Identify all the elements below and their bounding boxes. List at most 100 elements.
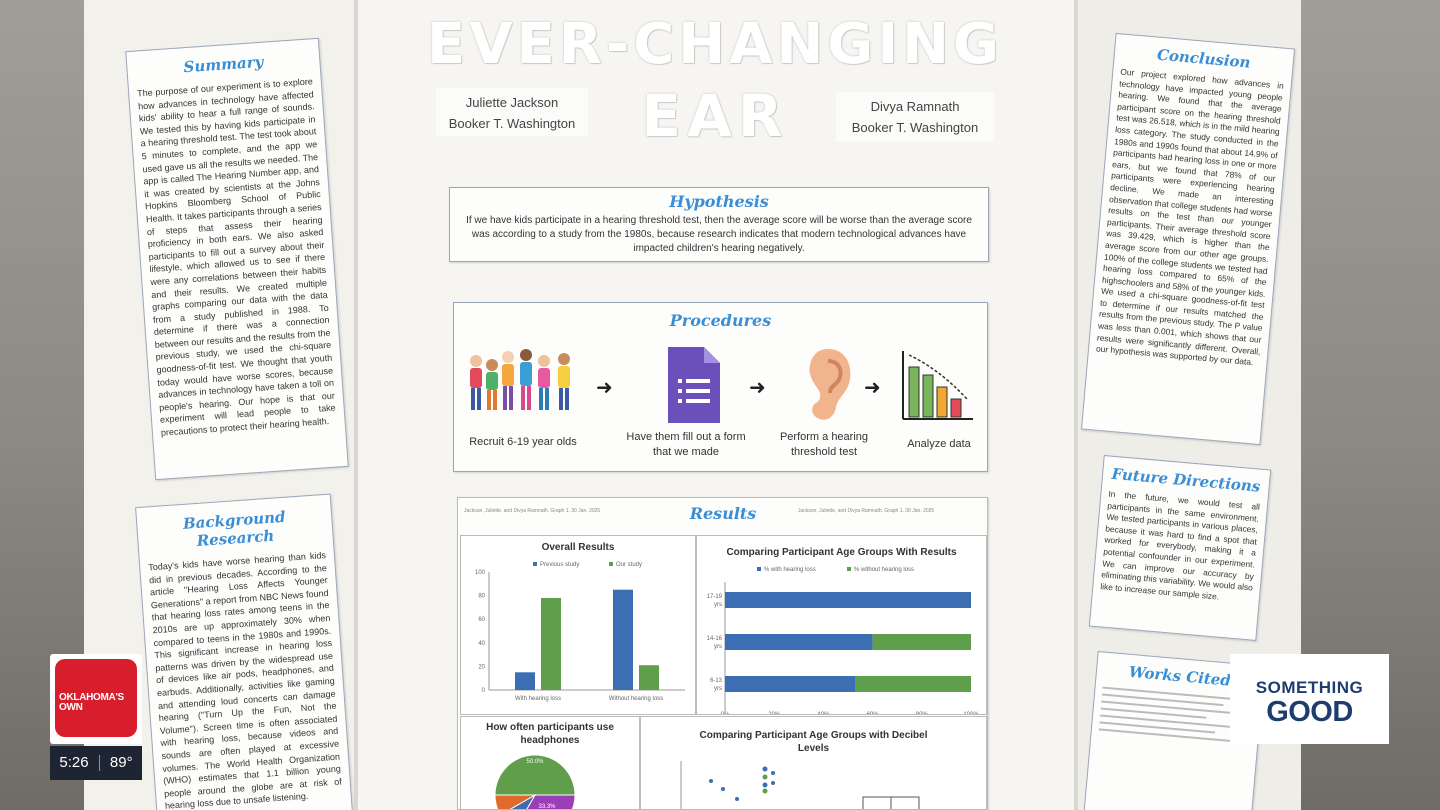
results-card: Jackson, Juliette, and Divya Ramnath. Gr… — [457, 497, 988, 810]
results-caption-right: Jackson, Juliette, and Divya Ramnath. Gr… — [798, 508, 935, 514]
procedure-step-label: Perform a hearing threshold test — [779, 431, 869, 458]
summary-text: The purpose of our experiment is to expl… — [136, 76, 336, 438]
legend-label: % without hearing loss — [854, 567, 914, 573]
station-logo-text: OKLAHOMA'S OWN — [59, 692, 124, 713]
y-tick-label: yrs — [714, 686, 722, 692]
conclusion-text: Our project explored how advances in tec… — [1095, 66, 1285, 368]
chart-title: Overall Results — [541, 542, 615, 553]
procedures-card: Procedures ➜ ➜ ➜ Recruit 6-19 — [453, 302, 988, 472]
legend-swatch — [609, 562, 613, 566]
author-name: Divya Ramnath — [870, 99, 960, 114]
bar-segment — [872, 634, 971, 650]
divider — [98, 755, 100, 772]
chart-title: Comparing Participant Age Groups With Re… — [726, 547, 957, 558]
legend-swatch — [757, 567, 761, 571]
overall-results-chart: Overall Results 0 20 40 60 80 100 Previous stu… — [460, 535, 696, 715]
form-document-icon — [668, 347, 720, 423]
conclusion-card: Conclusion Our project explored how adva… — [1080, 32, 1296, 446]
overall-results-svg: 0 20 40 60 80 100 Previous study Our study With … — [475, 562, 685, 702]
author-name: Juliette Jackson — [465, 95, 559, 110]
y-tick-label: yrs — [714, 644, 722, 650]
bar — [613, 589, 633, 690]
results-title: Results — [689, 504, 757, 523]
author-school: Booker T. Washington — [851, 120, 979, 135]
age-groups-svg: % with hearing loss % without hearing los… — [707, 567, 979, 714]
station-logo: OKLAHOMA'S OWN — [50, 654, 142, 744]
procedure-step-label: Have them fill out a form that we made — [626, 431, 746, 458]
board-fold-right — [1074, 0, 1078, 810]
arrow-right-icon: ➜ — [749, 375, 766, 399]
hypothesis-title: Hypothesis — [669, 192, 769, 211]
segment-logo: SOMETHING GOOD — [1230, 654, 1389, 744]
pie-slice — [526, 794, 576, 809]
y-tick-label: 20 — [478, 664, 485, 670]
background-research-title: Background Research — [182, 507, 287, 550]
future-directions-card: Future Directions In the future, we woul… — [1088, 455, 1272, 641]
x-tick-label: Without hearing loss — [609, 696, 663, 702]
legend-label: Previous study — [540, 562, 579, 568]
y-tick-label: 0 — [482, 688, 486, 694]
pie-slice-label: 33.3% — [539, 804, 557, 810]
x-tick-label: 80% — [916, 712, 929, 714]
pie-slice — [494, 794, 537, 809]
x-tick-label: 40% — [817, 712, 830, 714]
station-logo-badge: OKLAHOMA'S OWN — [55, 659, 137, 737]
y-tick-label: 100 — [475, 570, 486, 576]
arrow-right-icon: ➜ — [596, 375, 613, 399]
segment-logo-line2: GOOD — [1266, 696, 1353, 728]
bar-chart-icon — [902, 351, 973, 420]
time-readout: 5:26 — [59, 754, 89, 771]
bar-segment — [855, 676, 971, 692]
time-temperature-bar: 5:26 89° — [50, 746, 142, 780]
arrow-right-icon: ➜ — [864, 375, 881, 399]
pie-slice — [494, 754, 576, 796]
bar-segment — [725, 592, 971, 608]
author-card-2: Divya Ramnath Booker T. Washington — [836, 92, 994, 142]
chart-title: Comparing Participant Age Groups with De… — [699, 730, 928, 754]
legend-label: % with hearing loss — [764, 567, 816, 573]
decibel-levels-chart: Comparing Participant Age Groups with De… — [640, 716, 987, 809]
y-tick-label: 80 — [478, 594, 485, 600]
y-tick-label: 6-13 — [710, 678, 723, 684]
hypothesis-text: If we have kids participate in a hearing… — [466, 215, 972, 254]
procedure-step-label: Analyze data — [907, 438, 971, 450]
bar-segment — [725, 676, 856, 692]
x-tick-label: 60% — [867, 712, 880, 714]
legend-swatch — [847, 567, 851, 571]
summary-title: Summary — [182, 52, 264, 77]
bar-segment — [725, 634, 873, 650]
kids-group-icon — [470, 349, 570, 410]
results-caption-left: Jackson, Juliette, and Divya Ramnath. Gr… — [464, 508, 601, 514]
background-research-card: Background Research Today's kids have wo… — [135, 493, 353, 810]
x-tick-label: 100% — [963, 712, 979, 714]
legend-swatch — [533, 562, 537, 566]
legend-label: Our study — [616, 562, 642, 568]
procedure-step-label: Recruit 6-19 year olds — [469, 436, 577, 448]
bar — [639, 665, 659, 690]
y-tick-label: yrs — [714, 602, 722, 608]
summary-card: Summary The purpose of our experiment is… — [125, 37, 349, 481]
procedures-title: Procedures — [669, 311, 772, 330]
y-tick-label: 14-16 — [707, 636, 723, 642]
author-card-1: Juliette Jackson Booker T. Washington — [436, 88, 588, 136]
pie-slice-label: 50.0% — [526, 759, 544, 765]
y-tick-label: 60 — [478, 617, 485, 623]
y-tick-label: 17-19 — [707, 594, 723, 600]
ear-icon — [809, 349, 851, 420]
poster-title-line1: EVER-CHANGING — [426, 12, 1003, 77]
bar — [541, 597, 561, 690]
headphones-pie-svg: 50.0% 33.3% — [494, 754, 576, 810]
x-tick-label: 0% — [721, 712, 730, 714]
poster-title-line2: EAR — [641, 82, 789, 150]
board-fold-left — [354, 0, 358, 810]
future-directions-text: In the future, we would test all partici… — [1099, 488, 1261, 602]
author-school: Booker T. Washington — [448, 116, 576, 131]
hypothesis-card: Hypothesis If we have kids participate i… — [449, 187, 989, 262]
y-tick-label: 40 — [478, 641, 485, 647]
age-groups-chart: Comparing Participant Age Groups With Re… — [696, 535, 987, 715]
bar — [515, 672, 535, 690]
headphones-pie-chart: How often participants use headphones 50… — [460, 716, 640, 810]
decibel-levels-svg — [680, 761, 920, 809]
segment-logo-line1: SOMETHING — [1255, 678, 1364, 697]
x-tick-label: 20% — [768, 712, 781, 714]
